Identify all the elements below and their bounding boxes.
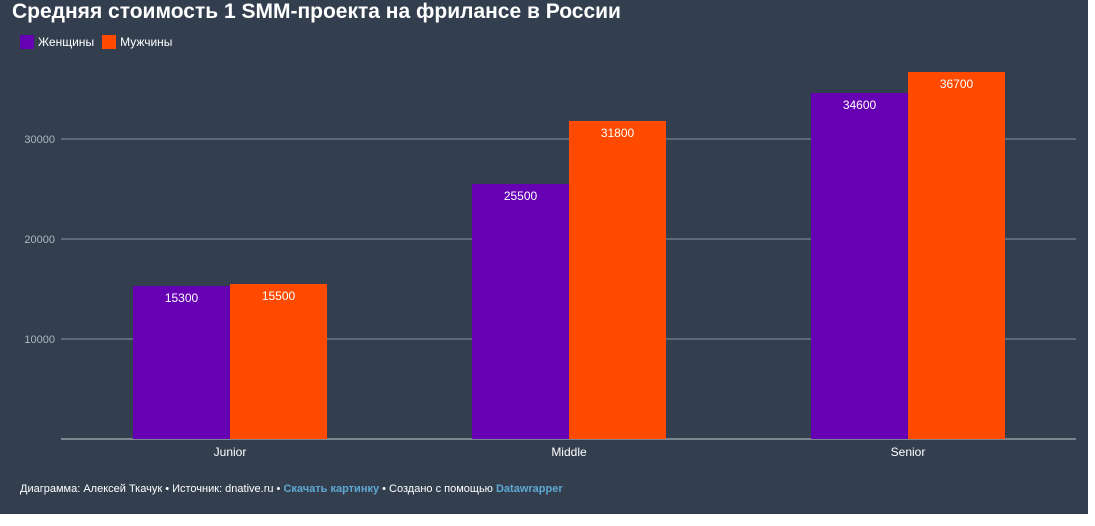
bar-chart: 10000 20000 30000 15300 15500 Junior 25500 3180… [24,72,1076,459]
legend-label-men: Мужчины [120,35,173,49]
chart-footer: Диаграмма: Алексей Ткачук • Источник: dn… [20,483,563,495]
x-tick-label: Junior [214,445,247,459]
footer-credit: Диаграмма: Алексей Ткачук • Источник: dn… [20,483,284,495]
bar-junior-women [133,286,230,439]
data-label: 25500 [504,189,538,203]
x-tick-label: Middle [551,445,587,459]
legend-swatch-men [102,35,117,49]
x-tick-label: Senior [891,445,926,459]
data-label: 36700 [940,77,974,91]
bar-junior-men [230,284,327,439]
chart-legend: Женщины Мужчины [20,34,180,50]
chart-title: Средняя стоимость 1 SMM-проекта на фрила… [12,0,621,23]
legend-swatch-women [20,35,34,49]
y-tick-label: 30000 [24,134,55,146]
footer-created-with: • Создано с помощью [379,483,496,495]
download-image-link[interactable]: Скачать картинку [283,483,380,495]
data-label: 15500 [262,289,296,303]
bar-middle-men [569,121,666,439]
legend-item-men: Мужчины [102,35,172,49]
legend-item-women: Женщины [20,35,94,49]
page-margin-right [1088,0,1095,526]
data-label: 31800 [601,126,635,140]
page-margin-bottom [0,514,1088,526]
data-label: 15300 [165,291,199,305]
bar-senior-women [811,93,908,439]
bar-middle-women [472,184,569,439]
data-label: 34600 [843,98,877,112]
bar-senior-men [908,72,1005,439]
y-tick-label: 20000 [24,234,55,246]
datawrapper-link[interactable]: Datawrapper [495,483,563,495]
legend-label-women: Женщины [38,35,95,49]
y-tick-label: 10000 [24,334,55,346]
